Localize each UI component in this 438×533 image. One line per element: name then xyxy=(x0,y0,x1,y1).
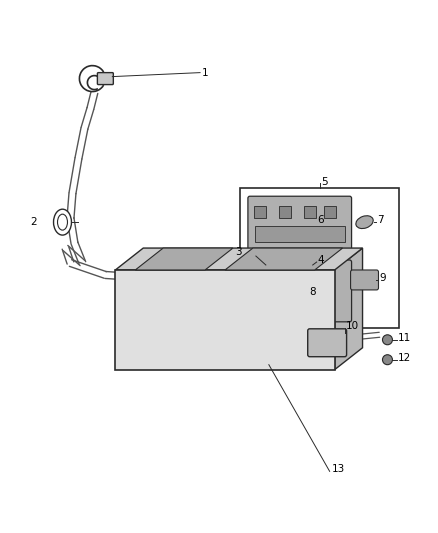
Text: 3: 3 xyxy=(235,247,242,257)
Bar xyxy=(291,272,301,288)
Bar xyxy=(255,226,345,242)
Polygon shape xyxy=(115,248,363,270)
Polygon shape xyxy=(135,248,233,270)
Circle shape xyxy=(254,264,262,272)
Text: 7: 7 xyxy=(378,215,384,225)
FancyBboxPatch shape xyxy=(248,196,352,250)
Circle shape xyxy=(142,307,158,323)
Bar xyxy=(115,270,335,370)
Bar xyxy=(304,206,316,218)
FancyBboxPatch shape xyxy=(350,270,378,290)
Ellipse shape xyxy=(356,216,373,229)
Circle shape xyxy=(382,355,392,365)
Circle shape xyxy=(182,307,198,323)
Text: 2: 2 xyxy=(31,217,37,227)
FancyBboxPatch shape xyxy=(248,260,352,322)
Text: 11: 11 xyxy=(397,333,411,343)
Text: 9: 9 xyxy=(379,273,386,283)
Polygon shape xyxy=(225,248,343,270)
Text: 12: 12 xyxy=(397,353,411,363)
Polygon shape xyxy=(335,248,363,370)
FancyBboxPatch shape xyxy=(97,72,113,85)
Ellipse shape xyxy=(53,209,71,235)
Bar xyxy=(324,206,336,218)
Text: 10: 10 xyxy=(346,321,359,331)
Text: 8: 8 xyxy=(310,287,316,297)
Text: 13: 13 xyxy=(332,464,345,474)
Bar xyxy=(250,261,266,275)
Text: 1: 1 xyxy=(202,68,208,78)
Bar xyxy=(309,272,319,288)
FancyBboxPatch shape xyxy=(308,329,346,357)
Circle shape xyxy=(382,335,392,345)
Ellipse shape xyxy=(57,214,67,230)
Bar xyxy=(280,292,310,312)
Circle shape xyxy=(252,307,268,323)
Bar xyxy=(240,188,399,328)
Text: 6: 6 xyxy=(318,215,324,225)
Bar xyxy=(273,272,283,288)
Bar xyxy=(255,272,265,288)
Circle shape xyxy=(155,269,165,279)
Text: 5: 5 xyxy=(321,177,328,187)
Bar xyxy=(254,206,266,218)
Circle shape xyxy=(180,269,190,279)
Circle shape xyxy=(292,307,308,323)
Circle shape xyxy=(250,269,260,279)
Bar xyxy=(279,206,291,218)
Text: 4: 4 xyxy=(318,255,324,265)
Circle shape xyxy=(285,269,295,279)
